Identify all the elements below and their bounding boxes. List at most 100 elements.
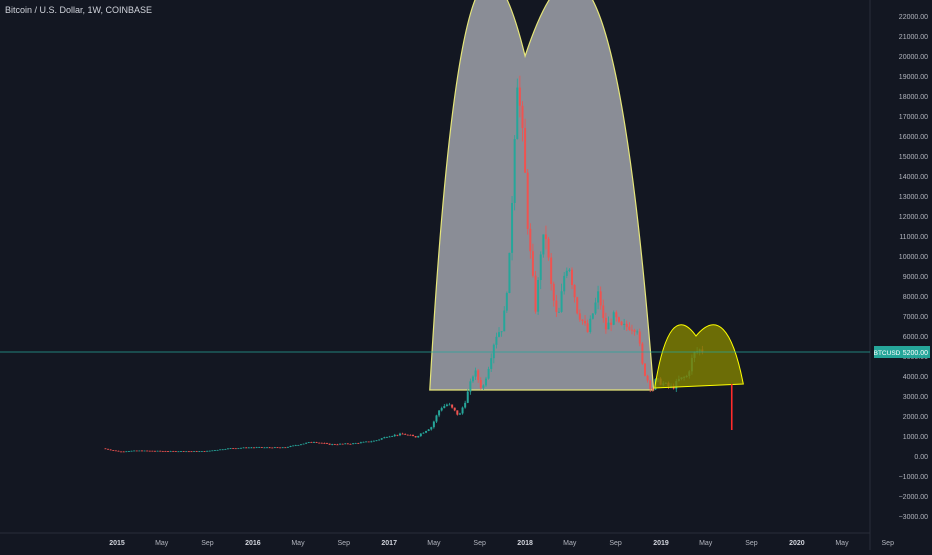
symbol-badge-label: BTCUSD	[874, 350, 901, 357]
candle	[226, 448, 229, 450]
candle	[563, 272, 566, 295]
candle	[396, 434, 399, 437]
candle	[229, 447, 232, 450]
candle	[167, 451, 170, 453]
y-tick-label: 10000.00	[899, 254, 928, 261]
y-tick-label: 7000.00	[903, 314, 928, 321]
candle-body	[617, 317, 620, 322]
candle	[133, 450, 136, 452]
y-tick-label: 17000.00	[899, 114, 928, 121]
candle	[148, 450, 151, 452]
candle	[584, 314, 587, 326]
y-tick-label: 1000.00	[903, 434, 928, 441]
candle	[177, 451, 180, 453]
candle-body	[508, 252, 511, 293]
candle	[164, 450, 167, 452]
x-tick-label: May	[699, 540, 713, 547]
candle-body	[156, 450, 159, 452]
candle-body	[565, 270, 568, 276]
candle-body	[458, 413, 461, 415]
candle	[589, 315, 592, 334]
candle	[323, 442, 326, 444]
time-axis[interactable]: 2015 May Sep 2016 May Sep 2017 May Sep 2018 May Sep…	[109, 540, 894, 547]
candle	[482, 384, 485, 390]
candle-body	[542, 234, 545, 255]
candle	[359, 441, 362, 444]
candle	[604, 312, 607, 334]
candle	[312, 441, 315, 443]
candle-body	[552, 283, 555, 301]
candle	[628, 322, 631, 331]
candle-body	[239, 447, 242, 449]
candle	[477, 369, 480, 383]
candle	[597, 285, 600, 310]
candle	[138, 450, 141, 452]
candle	[380, 438, 383, 441]
y-tick-label: 22000.00	[899, 14, 928, 21]
candle-body	[479, 379, 482, 388]
candle-body	[443, 406, 446, 409]
candle	[404, 433, 407, 435]
symbol-title: Bitcoin / U.S. Dollar, 1W, COINBASE	[5, 5, 153, 15]
candle	[258, 446, 261, 448]
candle-body	[328, 443, 331, 445]
candle-body	[289, 445, 292, 447]
candle	[276, 447, 279, 449]
candle-body	[448, 404, 451, 406]
candle	[326, 442, 329, 444]
candle	[633, 328, 636, 336]
candle-body	[477, 370, 480, 380]
candle-body	[185, 451, 188, 453]
drawings-front-layer[interactable]	[654, 324, 744, 430]
candle	[362, 441, 365, 443]
candle-body	[219, 449, 222, 451]
candle	[464, 400, 467, 409]
candle-body	[409, 434, 412, 436]
candle-body	[495, 336, 498, 345]
candle	[571, 267, 574, 290]
candle-body	[232, 448, 235, 450]
candle	[292, 445, 295, 447]
candle	[516, 78, 519, 140]
candle-body	[146, 450, 149, 452]
candle-body	[544, 234, 547, 239]
candle-body	[385, 437, 388, 438]
candle	[114, 450, 117, 452]
y-tick-label: 11000.00	[899, 234, 928, 241]
candle-body	[331, 444, 334, 445]
candle-body	[125, 451, 128, 453]
candle	[263, 447, 266, 449]
candle	[448, 402, 451, 406]
candle-body	[419, 433, 422, 436]
candle	[294, 444, 297, 447]
candle	[378, 439, 381, 441]
candle-body	[307, 442, 310, 443]
candle	[297, 444, 300, 446]
candle-body	[312, 442, 315, 443]
candle	[107, 448, 110, 450]
candle-body	[161, 451, 164, 452]
candle-body	[490, 358, 493, 369]
candle-body	[524, 128, 527, 173]
candle-body	[151, 450, 154, 452]
candle-body	[234, 448, 237, 450]
candle	[466, 389, 469, 404]
candle	[531, 243, 534, 278]
candle	[253, 447, 256, 449]
candle-body	[623, 323, 626, 325]
candle	[443, 403, 446, 409]
candle-body	[104, 448, 107, 450]
candle	[544, 225, 547, 250]
candle	[425, 430, 428, 434]
candle-body	[365, 441, 368, 443]
candle-body	[200, 451, 203, 452]
candle-body	[112, 450, 115, 451]
candle	[385, 436, 388, 438]
price-axis[interactable]: 22000.00 21000.00 20000.00 19000.00 18000.00…	[874, 14, 930, 521]
x-tick-label: Sep	[882, 540, 895, 547]
candle	[484, 376, 487, 387]
candle-body	[651, 388, 654, 390]
candle	[646, 374, 649, 383]
